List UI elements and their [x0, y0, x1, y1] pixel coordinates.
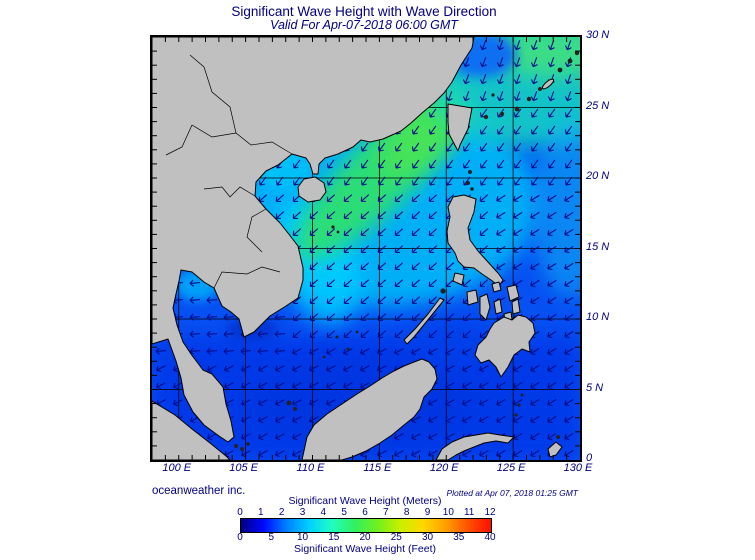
- lon-label-115e: 115 E: [363, 462, 392, 474]
- lat-label-30n: 30 N: [586, 29, 610, 41]
- feet-tick-10: 10: [296, 532, 309, 543]
- colorbar-meters-ticks: 0 1 2 3 4 5 6 7 8 9 10 11 12: [237, 507, 495, 518]
- chart-title: Significant Wave Height with Wave Direct…: [231, 4, 497, 19]
- meters-tick-10: 10: [442, 507, 454, 518]
- feet-tick-25: 25: [390, 532, 402, 543]
- meters-tick-8: 8: [403, 507, 410, 518]
- lat-label-5n: 5 N: [586, 381, 604, 394]
- oceanweather-credit: oceanweather inc.: [152, 485, 246, 497]
- land-mindanao: [474, 314, 536, 378]
- land-masses: [151, 36, 563, 461]
- land-halmahera: [547, 441, 563, 458]
- feet-tick-30: 30: [421, 532, 434, 543]
- lat-label-25n: 25 N: [586, 99, 610, 112]
- lat-label-20n: 20 N: [586, 170, 610, 182]
- chart-valid-time: Valid For Apr-07-2018 06:00 GMT: [270, 18, 458, 32]
- small-islands: [234, 50, 580, 451]
- country-borders: [165, 54, 293, 289]
- wave-height-map: [151, 7, 642, 461]
- feet-tick-35: 35: [453, 532, 465, 543]
- land-panay: [466, 289, 479, 306]
- land-palawan: [403, 297, 445, 345]
- colorbar-feet-ticks: 0 5 10 15 20 25 30 35 40: [237, 532, 496, 543]
- colorbar-title-meters: Significant Wave Height (Meters): [288, 495, 442, 507]
- meters-tick-7: 7: [383, 507, 389, 518]
- plotted-timestamp: Plotted at Apr 07, 2018 01:25 GMT: [446, 488, 578, 498]
- land-hainan: [297, 176, 327, 203]
- meters-tick-6: 6: [362, 507, 368, 518]
- land-cebu: [493, 298, 503, 315]
- lat-label-10n: 10 N: [586, 311, 610, 323]
- meters-tick-0: 0: [237, 507, 243, 518]
- map-plot-area: [150, 7, 642, 462]
- meters-tick-3: 3: [299, 507, 306, 518]
- land-sulawesi: [435, 432, 515, 461]
- land-taiwan: [447, 103, 473, 152]
- lon-label-120e: 120 E: [429, 462, 459, 474]
- feet-tick-0: 0: [237, 532, 243, 543]
- land-borneo: [301, 358, 438, 461]
- land-masbate: [491, 281, 502, 293]
- lon-label-130e: 130 E: [563, 462, 593, 474]
- lat-label-0: 0: [586, 452, 593, 464]
- land-samar: [506, 284, 520, 302]
- meters-tick-4: 4: [320, 507, 327, 518]
- meters-tick-12: 12: [484, 507, 496, 518]
- land-mainland-asia: [151, 36, 475, 443]
- lon-label-100e: 100 E: [162, 462, 192, 474]
- meters-tick-11: 11: [463, 507, 475, 518]
- meters-tick-9: 9: [424, 507, 431, 518]
- meters-tick-2: 2: [278, 507, 285, 518]
- feet-tick-20: 20: [359, 532, 371, 543]
- lon-label-105e: 105 E: [229, 462, 258, 474]
- frame-degree-ticks: [152, 37, 580, 460]
- land-leyte: [511, 298, 521, 315]
- lon-label-125e: 125 E: [496, 462, 526, 474]
- feet-tick-15: 15: [328, 532, 340, 543]
- feet-tick-5: 5: [268, 532, 275, 543]
- colorbar-gradient: [240, 518, 492, 533]
- meters-tick-1: 1: [258, 507, 264, 518]
- meters-tick-5: 5: [341, 507, 347, 518]
- lat-label-15n: 15 N: [586, 240, 610, 253]
- lon-label-110e: 110 E: [296, 462, 325, 474]
- land-okinawa: [541, 78, 555, 90]
- colorbar-title-feet: Significant Wave Height (Feet): [293, 543, 436, 555]
- land-negros: [479, 293, 491, 321]
- land-mindoro: [452, 272, 465, 286]
- feet-tick-40: 40: [484, 532, 496, 543]
